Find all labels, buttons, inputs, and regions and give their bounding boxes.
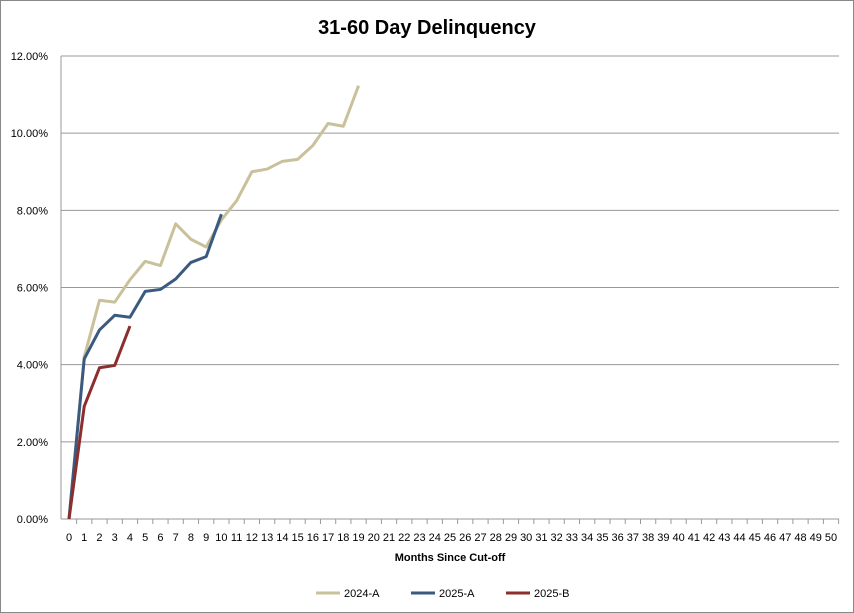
x-tick-label: 33 [566, 532, 578, 544]
x-tick-label: 23 [413, 532, 425, 544]
x-tick-label: 46 [764, 532, 776, 544]
x-tick-label: 39 [657, 532, 669, 544]
x-tick-label: 5 [142, 532, 148, 544]
x-tick-label: 2 [96, 532, 102, 544]
x-tick-label: 27 [474, 532, 486, 544]
x-tick-label: 22 [398, 532, 410, 544]
x-tick-label: 8 [188, 532, 194, 544]
x-tick-label: 36 [612, 532, 624, 544]
y-tick-label: 4.00% [17, 360, 48, 372]
x-tick-label: 50 [825, 532, 837, 544]
x-tick-label: 4 [127, 532, 133, 544]
x-tick-label: 37 [627, 532, 639, 544]
legend-label: 2025-B [534, 588, 569, 600]
x-tick-label: 41 [688, 532, 700, 544]
x-tick-label: 14 [276, 532, 288, 544]
x-axis-label: Months Since Cut-off [395, 552, 506, 564]
x-tick-label: 32 [551, 532, 563, 544]
x-tick-label: 10 [215, 532, 227, 544]
x-tick-label: 20 [368, 532, 380, 544]
x-tick-label: 43 [718, 532, 730, 544]
x-tick-label: 1 [81, 532, 87, 544]
x-tick-label: 34 [581, 532, 593, 544]
x-tick-label: 21 [383, 532, 395, 544]
chart-title: 31-60 Day Delinquency [318, 17, 537, 39]
x-tick-label: 0 [66, 532, 72, 544]
x-tick-label: 44 [733, 532, 745, 544]
x-tick-label: 26 [459, 532, 471, 544]
x-tick-label: 31 [535, 532, 547, 544]
x-tick-label: 7 [173, 532, 179, 544]
legend-label: 2025-A [439, 588, 475, 600]
x-tick-label: 16 [307, 532, 319, 544]
x-tick-label: 18 [337, 532, 349, 544]
x-tick-label: 35 [596, 532, 608, 544]
y-tick-label: 6.00% [17, 283, 48, 295]
x-tick-label: 48 [794, 532, 806, 544]
x-tick-label: 17 [322, 532, 334, 544]
x-tick-label: 45 [749, 532, 761, 544]
x-tick-label: 9 [203, 532, 209, 544]
series-line-2025-B [67, 325, 132, 520]
x-tick-label: 12 [246, 532, 258, 544]
x-tick-label: 42 [703, 532, 715, 544]
x-tick-label: 3 [112, 532, 118, 544]
x-tick-label: 25 [444, 532, 456, 544]
y-tick-label: 12.00% [11, 51, 49, 63]
x-tick-label: 47 [779, 532, 791, 544]
x-tick-label: 38 [642, 532, 654, 544]
legend-label: 2024-A [344, 588, 380, 600]
y-tick-label: 2.00% [17, 437, 48, 449]
x-tick-label: 28 [490, 532, 502, 544]
x-tick-label: 30 [520, 532, 532, 544]
x-tick-label: 29 [505, 532, 517, 544]
x-tick-label: 19 [352, 532, 364, 544]
x-tick-label: 6 [157, 532, 163, 544]
x-tick-label: 15 [291, 532, 303, 544]
series-line-2025-A [67, 213, 223, 520]
x-tick-label: 40 [672, 532, 684, 544]
x-tick-label: 24 [429, 532, 441, 544]
y-tick-label: 0.00% [17, 514, 48, 526]
x-tick-label: 13 [261, 532, 273, 544]
y-tick-label: 10.00% [11, 128, 49, 140]
x-tick-label: 49 [810, 532, 822, 544]
y-tick-label: 8.00% [17, 205, 48, 217]
series-line-2024-A [67, 85, 360, 520]
x-tick-label: 11 [231, 532, 242, 544]
